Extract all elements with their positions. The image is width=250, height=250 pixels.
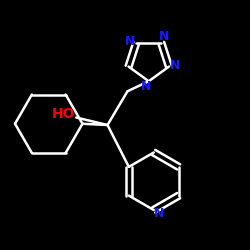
Text: N: N (154, 207, 164, 220)
Text: N: N (141, 80, 152, 93)
Text: N: N (125, 35, 135, 48)
Text: HO: HO (52, 107, 76, 121)
Text: N: N (170, 59, 180, 72)
Text: N: N (158, 30, 169, 43)
